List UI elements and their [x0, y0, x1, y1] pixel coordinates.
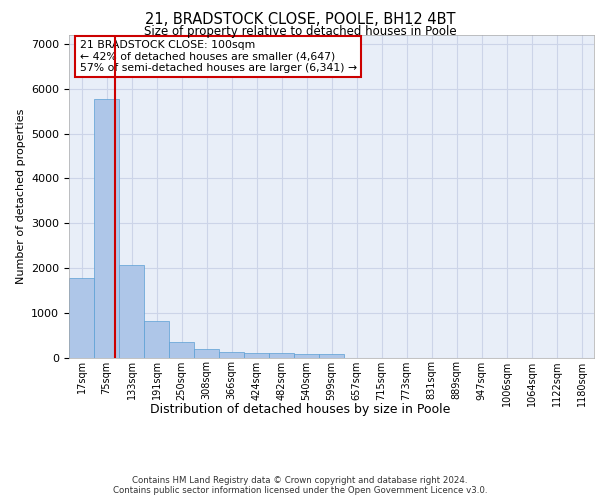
Bar: [269, 352, 294, 358]
Bar: [244, 352, 269, 358]
Bar: [144, 321, 169, 358]
Bar: [94, 98, 119, 358]
Bar: [119, 265, 144, 358]
Bar: [319, 354, 344, 358]
Bar: [194, 349, 219, 358]
Bar: [169, 342, 194, 357]
Bar: [294, 354, 319, 358]
Text: 21, BRADSTOCK CLOSE, POOLE, BH12 4BT: 21, BRADSTOCK CLOSE, POOLE, BH12 4BT: [145, 12, 455, 28]
Text: 21 BRADSTOCK CLOSE: 100sqm
← 42% of detached houses are smaller (4,647)
57% of s: 21 BRADSTOCK CLOSE: 100sqm ← 42% of deta…: [79, 40, 356, 73]
Y-axis label: Number of detached properties: Number of detached properties: [16, 108, 26, 284]
Bar: [219, 352, 244, 358]
Text: Contains HM Land Registry data © Crown copyright and database right 2024.
Contai: Contains HM Land Registry data © Crown c…: [113, 476, 487, 495]
Text: Distribution of detached houses by size in Poole: Distribution of detached houses by size …: [150, 402, 450, 415]
Bar: [69, 278, 94, 357]
Text: Size of property relative to detached houses in Poole: Size of property relative to detached ho…: [143, 25, 457, 38]
